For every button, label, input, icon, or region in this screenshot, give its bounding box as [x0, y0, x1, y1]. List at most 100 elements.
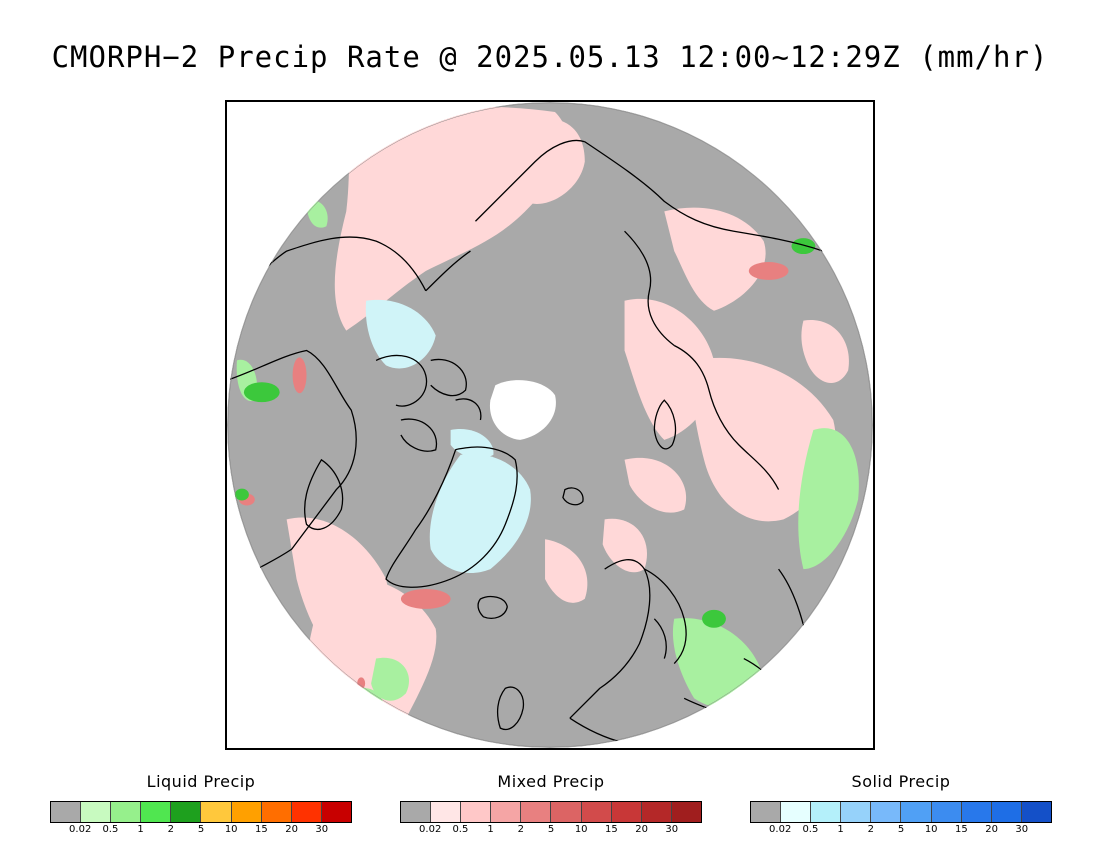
legend-tick-label: 1: [487, 824, 494, 835]
legend-swatch: [961, 802, 992, 822]
legend-swatch: [401, 802, 432, 822]
legend-swatch: [871, 802, 902, 822]
coastline-finland-baltic: [644, 568, 687, 664]
mixed-area-siberia-east: [664, 207, 766, 311]
mixed-area-kara: [624, 457, 687, 513]
legend-swatch: [931, 802, 962, 822]
legend-tick-label: 2: [867, 824, 874, 835]
legend-tick-label: 20: [635, 824, 648, 835]
legend-tick-label: 10: [924, 824, 938, 835]
legend-mixed-swatches: [400, 801, 702, 823]
mixed-area-bering: [515, 118, 585, 204]
legend-tick-label: 5: [897, 824, 905, 835]
mixed-spot-east-siberia: [748, 262, 789, 280]
legend-liquid-title: Liquid Precip: [146, 772, 256, 791]
legend-swatch: [461, 802, 492, 822]
legend-liquid-swatches: [50, 801, 352, 823]
legend-tick-label: 30: [665, 824, 679, 835]
map-title: CMORPH−2 Precip Rate @ 2025.05.13 12:00~…: [51, 40, 1049, 74]
legend-swatch: [781, 802, 812, 822]
legend-swatch: [491, 802, 522, 822]
legend-tick-label: 5: [197, 824, 205, 835]
legend-mixed-ticks: 0.02 0.5 1 2 5 10 15 20 30: [400, 824, 702, 838]
legend-tick-label: 15: [255, 824, 268, 835]
legend-tick-label: 2: [167, 824, 174, 835]
legend-tick-label: 0.5: [452, 824, 469, 835]
legend-swatch: [841, 802, 872, 822]
coastline-siberia-west: [673, 344, 780, 490]
legend-swatch: [671, 802, 701, 822]
polar-map-panel: [225, 100, 875, 750]
liquid-area-russia-west: [798, 428, 859, 570]
coastline-iceland: [477, 595, 508, 619]
coastline-siberia: [584, 141, 824, 347]
coastline-north-america: [227, 349, 357, 580]
legend-tick-label: 15: [605, 824, 618, 835]
legend-swatch: [81, 802, 112, 822]
mixed-area-russia: [692, 357, 836, 522]
coastline-canadian-archipelago: [375, 354, 482, 452]
legend-swatch: [291, 802, 322, 822]
legend-swatch: [51, 802, 82, 822]
legend-tick-label: 2: [517, 824, 524, 835]
legend-swatch: [231, 802, 262, 822]
legend-swatch: [141, 802, 172, 822]
coastline-svalbard: [562, 487, 584, 506]
coastlines: [227, 139, 824, 744]
coastline-hudson-bay: [304, 458, 344, 530]
legend-tick-label: 0.02: [69, 824, 92, 835]
legend-swatch: [1021, 802, 1051, 822]
liquid-spot-europe: [702, 609, 726, 628]
legend-swatch: [991, 802, 1022, 822]
legend-solid-title: Solid Precip: [851, 772, 951, 791]
legend-tick-label: 1: [837, 824, 844, 835]
legend-solid-swatches: [750, 801, 1052, 823]
legend-swatch: [201, 802, 232, 822]
legend-swatch: [321, 802, 351, 822]
legend-liquid-ticks: 0.02 0.5 1 2 5 10 15 20 30: [50, 824, 352, 838]
legend-swatch: [431, 802, 462, 822]
legend-tick-label: 30: [1015, 824, 1029, 835]
liquid-area-atlantic-southwest: [335, 687, 385, 739]
coastline-british-isles: [496, 686, 525, 730]
coastline-scandinavia: [569, 559, 651, 719]
legend-swatch: [261, 802, 292, 822]
map-disk-outline: [227, 102, 873, 748]
legend-solid-ticks: 0.02 0.5 1 2 5 10 15 20 30: [750, 824, 1052, 838]
liquid-spot-east-siberia: [791, 238, 816, 255]
legend-tick-label: 0.02: [769, 824, 792, 835]
legend-mixed: Mixed Precip 0.02 0.5 1 2 5 10 15 20 30: [400, 772, 702, 838]
polar-precip-map: [227, 102, 873, 748]
legend-tick-label: 5: [547, 824, 555, 835]
legend-mixed-title: Mixed Precip: [497, 772, 605, 791]
coastline-chukotka: [425, 139, 585, 292]
solid-area-greenland: [429, 453, 531, 574]
mixed-area-siberia-central: [624, 298, 715, 440]
legend-tick-label: 15: [955, 824, 968, 835]
legend-tick-label: 20: [285, 824, 298, 835]
legend-swatch: [521, 802, 552, 822]
legend-tick-label: 10: [574, 824, 588, 835]
legend-tick-label: 0.5: [802, 824, 819, 835]
mixed-area-northpacific: [334, 106, 568, 331]
mixed-area-ural: [801, 320, 849, 383]
liquid-area-europe: [723, 677, 760, 722]
mixed-area-norwegian-sea: [545, 539, 588, 603]
liquid-medium-precip-areas: [234, 238, 816, 628]
legend-swatch: [581, 802, 612, 822]
legend-tick-label: 10: [224, 824, 238, 835]
mixed-spot-iceland-south: [400, 588, 451, 609]
legend-tick-label: 20: [985, 824, 998, 835]
solid-area-canadian-archipelago: [365, 299, 436, 369]
pole-no-data-region: [489, 380, 556, 440]
liquid-spot-north-america: [243, 382, 280, 403]
coastline-greenland: [385, 446, 518, 588]
liquid-spot-labrador: [234, 488, 249, 501]
legend-tick-label: 0.5: [102, 824, 119, 835]
legend-swatch: [901, 802, 932, 822]
mixed-area-barents: [602, 518, 648, 573]
legend-solid: Solid Precip 0.02 0.5 1 2 5 10 15 20 30: [750, 772, 1052, 838]
mixed-spot-alaska: [292, 357, 307, 394]
legend-swatch: [551, 802, 582, 822]
liquid-area-alaska-west: [306, 200, 328, 228]
